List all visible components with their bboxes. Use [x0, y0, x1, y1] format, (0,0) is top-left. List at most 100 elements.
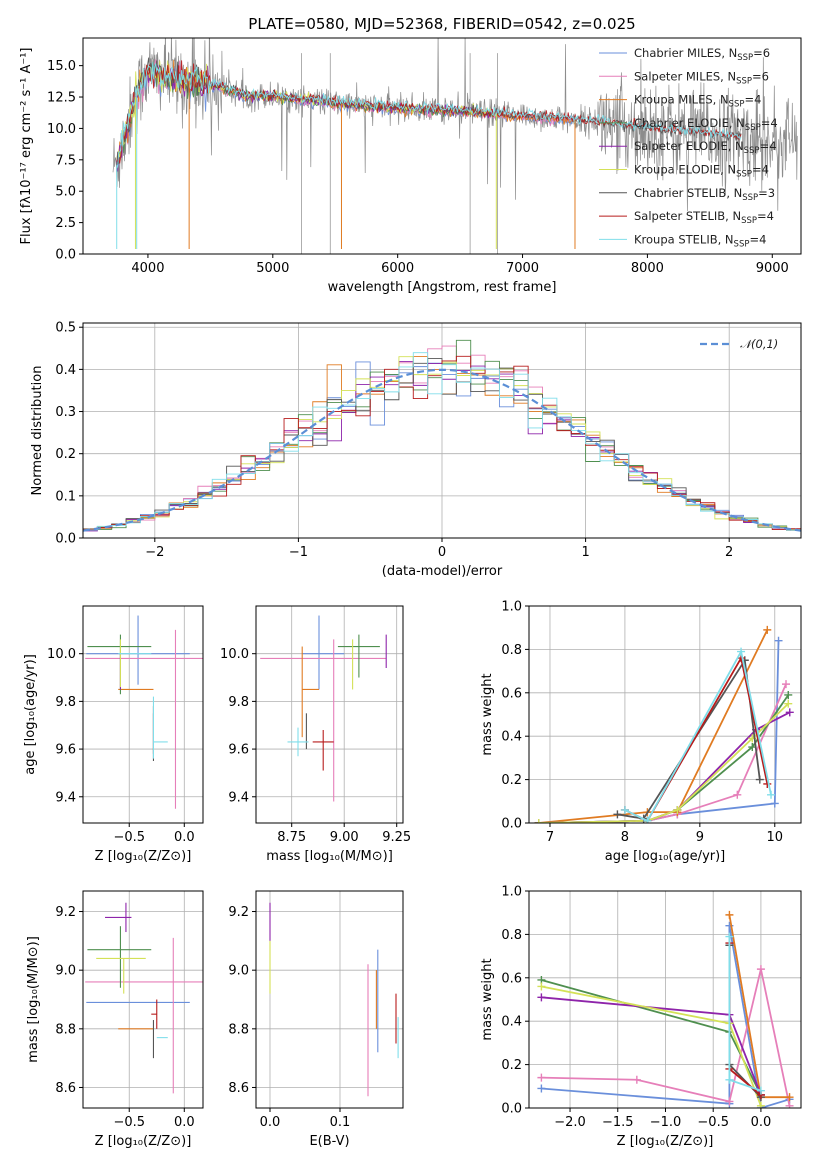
x-axis-label: wavelength [Angstrom, rest frame]	[328, 280, 557, 295]
legend-entry: Salpeter STELIB, NSSP=4	[634, 209, 774, 226]
y-tick-label: 0.2	[501, 773, 522, 788]
y-tick-label: 0.2	[55, 447, 76, 462]
axes-frame	[82, 890, 204, 1109]
legend-entry: Kroupa ELODIE, NSSP=4	[634, 163, 769, 180]
x-tick-label: 0.1	[330, 1115, 351, 1130]
weight-line-kroupa-miles	[538, 629, 769, 823]
weight-point-marker	[785, 1101, 794, 1108]
y-tick-label: 0.0	[55, 532, 76, 547]
legend-entry: Chabrier STELIB, NSSP=3	[634, 186, 775, 203]
legend-entry-sub: SSP	[742, 193, 758, 203]
y-tick-label: 10.0	[220, 647, 249, 662]
x-tick-label: 0.0	[751, 1115, 772, 1130]
x-axis-label: Z [log₁₀(Z/Z⊙)]	[617, 1134, 714, 1149]
legend-entry-name: Salpeter ELODIE, N	[634, 139, 744, 153]
x-tick-label: −2.0	[554, 1115, 586, 1130]
legend-entry: Salpeter MILES, NSSP=6	[634, 69, 769, 86]
legend-entry: Salpeter ELODIE, NSSP=4	[634, 139, 777, 156]
legend-entry-tail: =6	[753, 46, 770, 60]
axes-frame	[82, 37, 802, 255]
plot-area-spectrum	[112, 38, 798, 254]
legend-entry-tail: =6	[752, 69, 769, 83]
x-tick-label: 6000	[381, 261, 414, 276]
weight-point-marker	[725, 1075, 734, 1084]
weight-point-marker	[756, 965, 765, 974]
legend-entry: Chabrier MILES, NSSP=6	[634, 46, 770, 63]
model-spectrum-kroupa-stelib	[116, 62, 742, 169]
y-tick-label: 9.0	[228, 964, 249, 979]
x-tick-label: −1.5	[602, 1115, 634, 1130]
y-tick-label: 8.6	[55, 1081, 76, 1096]
chart-title: PLATE=0580, MJD=52368, FIBERID=0542, z=0…	[248, 15, 635, 33]
weight-point-marker	[785, 708, 794, 717]
y-tick-label: 15.0	[47, 59, 76, 74]
weight-point-marker	[725, 1097, 734, 1106]
x-tick-label: 5000	[256, 261, 289, 276]
plot-area-mass-age	[260, 615, 387, 802]
x-tick-label: 9.25	[382, 830, 411, 845]
x-tick-label: −2	[145, 545, 164, 560]
panel-residuals: −2 −1 0 1 2 0.0 0.1 0.2 0.3 0.4 0.5 (data-model)/er…	[30, 321, 802, 579]
legend-entry-tail: =4	[760, 139, 777, 153]
panel-age-weight: 7 8 9 10 0.0 0.2 0.4 0.6 0.8 1.0 age [log₁₀(age/yr…	[480, 600, 802, 864]
legend-entry-tail: =4	[749, 232, 766, 246]
weight-point-marker	[784, 699, 793, 708]
y-tick-label: 0.0	[501, 817, 522, 832]
axes-frame	[528, 890, 802, 1109]
histogram-salpeter-miles	[83, 345, 801, 538]
y-tick-label: 0.4	[55, 363, 76, 378]
x-tick-label: 0	[438, 545, 446, 560]
y-tick-label: 0.0	[55, 248, 76, 263]
panel-Z-weight: −2.0 −1.5 −1.0 −0.5 0.0 0.0 0.2 0.4 0.6 0.8 1.0 Z […	[480, 885, 802, 1149]
y-tick-label: 9.4	[228, 790, 249, 805]
y-tick-label: 10.0	[47, 647, 76, 662]
legend-entry-name: Chabrier ELODIE, N	[634, 116, 745, 130]
axes-frame	[255, 890, 404, 1109]
legend-entry: Chabrier ELODIE, NSSP=4	[634, 116, 778, 133]
weight-point-marker	[755, 775, 764, 784]
axes-frame	[82, 605, 204, 824]
axes-frame	[82, 322, 802, 539]
y-tick-label: 0.4	[501, 1015, 522, 1030]
weight-line-salpeter-miles	[538, 683, 787, 823]
weight-point-marker	[763, 625, 772, 634]
x-tick-label: 10	[767, 830, 784, 845]
x-tick-label: −0.5	[697, 1115, 729, 1130]
plot-area-age-weight	[534, 625, 794, 823]
weight-point-marker	[774, 636, 783, 645]
y-tick-label: 9.8	[55, 695, 76, 710]
legend-entry-name: Kroupa ELODIE, N	[634, 163, 736, 177]
y-tick-label: 7.5	[55, 153, 76, 168]
x-tick-label: 9.00	[330, 830, 359, 845]
weight-line-kroupa-miles	[728, 914, 790, 1099]
legend-entry: Kroupa MILES, NSSP=4	[634, 93, 761, 110]
x-tick-label: 8000	[631, 261, 664, 276]
weight-point-marker	[643, 816, 652, 823]
y-tick-label: 9.6	[55, 743, 76, 758]
legend-entry-sub: SSP	[737, 53, 753, 63]
plot-area-Z-mass	[85, 902, 203, 1094]
y-tick-label: 0.3	[55, 405, 76, 420]
weight-point-marker	[767, 790, 776, 799]
panel-Z-age: −0.5 0.0 9.4 9.6 9.8 10.0 Z [log₁₀(Z/Z⊙)] age […	[23, 605, 204, 864]
legend-entry-name: Kroupa MILES, N	[634, 93, 729, 107]
legend-entry-name: Kroupa STELIB, N	[634, 232, 734, 246]
legend-entry-name: Salpeter MILES, N	[634, 69, 736, 83]
legend-entry-sub: SSP	[741, 216, 757, 226]
y-tick-label: 0.5	[55, 321, 76, 336]
y-axis-label: mass weight	[480, 673, 495, 755]
y-tick-label: 0.6	[501, 686, 522, 701]
legend-entry-sub: SSP	[745, 123, 761, 133]
x-tick-label: 7	[546, 830, 554, 845]
weight-point-marker	[725, 910, 734, 919]
x-tick-label: 0.0	[174, 1115, 195, 1130]
weight-point-marker	[785, 1093, 794, 1102]
y-tick-label: 9.2	[228, 905, 249, 920]
weight-point-marker	[756, 1086, 765, 1095]
legend-entry-sub: SSP	[729, 100, 745, 110]
x-axis-label: Z [log₁₀(Z/Z⊙)]	[95, 1134, 192, 1149]
y-axis-label: mass [log₁₀(M/M⊙)]	[26, 936, 41, 1063]
weight-point-marker	[673, 805, 682, 814]
legend-entry-name: Chabrier STELIB, N	[634, 186, 742, 200]
